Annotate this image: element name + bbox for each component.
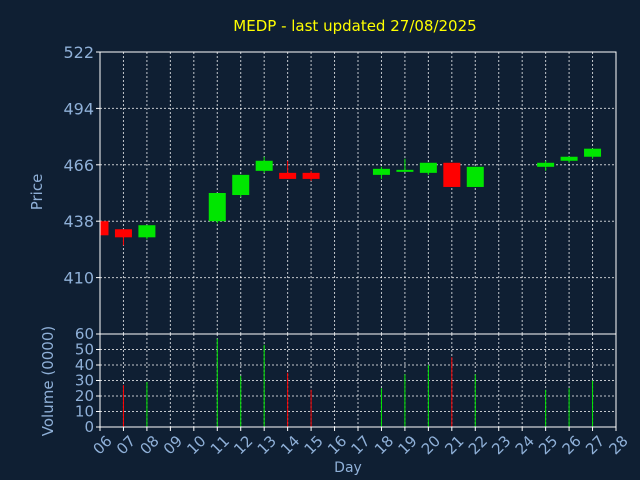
price-tick-label: 438 <box>63 212 94 231</box>
price-grid <box>99 51 617 334</box>
candle-body <box>372 168 390 175</box>
price-axis-label: Price <box>28 174 46 211</box>
candles <box>99 148 602 246</box>
volume-tick-label: 50 <box>75 341 94 359</box>
day-axis-ticks: 0607080910111213141516171819202122232425… <box>90 427 632 458</box>
candle <box>466 166 484 187</box>
day-tick-label: 28 <box>606 432 632 458</box>
day-tick-label: 17 <box>348 432 374 458</box>
candle <box>232 174 250 198</box>
candle-body <box>232 174 250 196</box>
candle-body <box>419 162 437 173</box>
candle <box>208 193 226 224</box>
candle <box>560 156 578 163</box>
candle <box>396 158 414 172</box>
candle-body <box>255 160 273 171</box>
day-tick-label: 24 <box>512 432 538 458</box>
price-tick-label: 494 <box>63 99 94 118</box>
volume-tick-label: 20 <box>75 387 94 405</box>
candle-body <box>584 148 602 157</box>
day-tick-label: 22 <box>465 432 491 458</box>
candle <box>302 170 320 181</box>
price-axis-ticks: 410 438 466 494 522 <box>63 43 100 288</box>
day-tick-label: 23 <box>488 432 514 458</box>
candle <box>372 166 390 179</box>
day-tick-label: 10 <box>183 432 209 458</box>
volume-grid <box>99 333 617 428</box>
candle <box>114 229 132 246</box>
day-tick-label: 16 <box>324 432 350 458</box>
day-tick-label: 11 <box>207 432 233 458</box>
candle-body <box>443 162 461 187</box>
candle <box>584 148 602 159</box>
price-tick-label: 466 <box>63 156 94 175</box>
day-tick-label: 08 <box>136 432 162 458</box>
volume-tick-label: 40 <box>75 356 94 374</box>
price-tick-label: 522 <box>63 43 94 62</box>
day-tick-label: 26 <box>559 432 585 458</box>
day-tick-label: 19 <box>394 432 420 458</box>
volume-axis-label: Volume (0000) <box>39 326 57 436</box>
volume-tick-label: 10 <box>75 403 94 421</box>
day-tick-label: 09 <box>160 432 186 458</box>
candle <box>99 219 109 236</box>
candle-body <box>396 169 414 172</box>
day-tick-label: 27 <box>582 432 608 458</box>
candle <box>419 162 437 175</box>
candle <box>138 225 156 240</box>
candle-body <box>100 221 109 236</box>
candle-body <box>466 166 484 187</box>
candle <box>537 160 555 171</box>
day-tick-label: 13 <box>254 432 280 458</box>
candle-body <box>279 172 297 179</box>
volume-tick-label: 0 <box>84 418 94 436</box>
day-tick-label: 12 <box>230 432 256 458</box>
day-tick-label: 14 <box>277 432 303 458</box>
candle-body <box>302 172 320 179</box>
day-tick-label: 20 <box>418 432 444 458</box>
day-tick-label: 07 <box>113 432 139 458</box>
candle-body <box>560 156 578 161</box>
volume-tick-label: 30 <box>75 372 94 390</box>
day-axis-label: Day <box>334 460 362 476</box>
candle <box>443 162 461 187</box>
volume-tick-label: 60 <box>75 325 94 343</box>
candle <box>279 160 297 179</box>
day-tick-label: 21 <box>441 432 467 458</box>
candle-body <box>208 193 226 222</box>
day-tick-label: 15 <box>301 432 327 458</box>
candle-body <box>114 229 132 238</box>
day-tick-label: 25 <box>535 432 561 458</box>
candle-body <box>138 225 156 238</box>
candle <box>255 156 273 173</box>
volume-bars <box>122 338 594 427</box>
day-tick-label: 18 <box>371 432 397 458</box>
candle-body <box>537 162 555 167</box>
chart-title: MEDP - last updated 27/08/2025 <box>233 17 476 35</box>
price-tick-label: 410 <box>63 269 94 288</box>
